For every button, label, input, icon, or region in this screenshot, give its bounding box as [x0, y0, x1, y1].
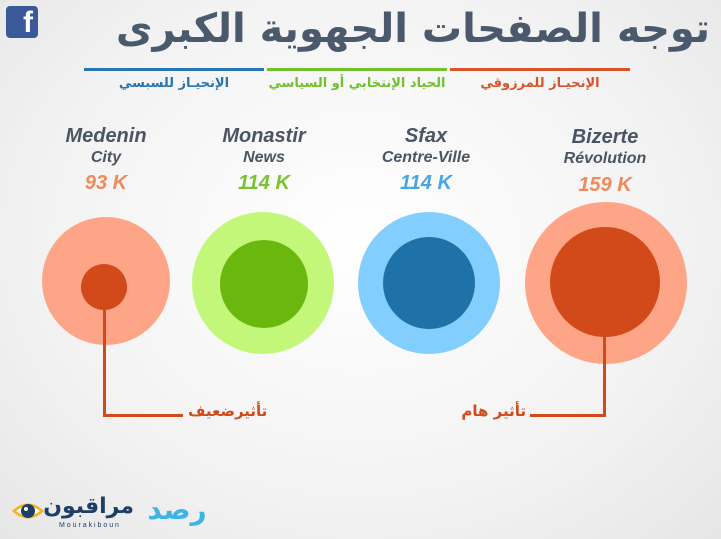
- page-name-line1: Medenin: [65, 125, 147, 147]
- callout-strong-impact: تأثير هام: [461, 402, 526, 420]
- legend-line-neutral: [267, 68, 447, 71]
- mourakiboun-logo-arabic: مراقبون: [43, 494, 134, 519]
- callout-line-weak-horizontal: [103, 414, 183, 417]
- facebook-icon: f: [6, 6, 38, 38]
- eye-icon: [12, 503, 44, 519]
- page-name-line1: Bizerte: [571, 126, 639, 148]
- legend-label-neutral: الحياد الإنتخابي أو السياسي: [268, 76, 446, 91]
- page-value-bizerte: 159 K: [578, 174, 632, 196]
- page-name-medenin: Medenin City: [42, 126, 170, 168]
- circle-inner-monastir: [220, 240, 308, 328]
- page-name-sfax: Sfax Centre-Ville: [362, 126, 490, 168]
- rasad-logo: رصد: [147, 493, 207, 526]
- callout-weak-impact: تأثيرضعيف: [188, 402, 268, 420]
- page-title: توجه الصفحات الجهوية الكبرى: [115, 6, 710, 52]
- legend-label-sebsi: الإنحيـاز للسبسي: [118, 76, 230, 91]
- legend-line-sebsi: [84, 68, 264, 71]
- page-name-line2: Révolution: [563, 150, 647, 167]
- callout-line-strong-vertical: [603, 282, 606, 417]
- page-name-bizerte: Bizerte Révolution: [540, 127, 670, 169]
- callout-line-strong-horizontal: [530, 414, 606, 417]
- page-value-monastir: 114 K: [238, 172, 290, 194]
- legend-label-marzouki: الإنحيـاز للمرزوقي: [480, 76, 600, 91]
- page-name-line1: Sfax: [404, 125, 448, 147]
- mourakiboun-logo-latin: M o u r a k i b o u n: [59, 522, 119, 529]
- page-name-line2: News: [243, 149, 285, 166]
- page-name-line1: Monastir: [222, 125, 306, 147]
- callout-line-weak-vertical: [103, 287, 106, 417]
- page-name-line2: Centre-Ville: [381, 149, 471, 166]
- page-name-monastir: Monastir News: [200, 126, 328, 168]
- page-value-medenin: 93 K: [84, 172, 128, 194]
- page-name-line2: City: [90, 149, 122, 166]
- legend-line-marzouki: [450, 68, 630, 71]
- page-value-sfax: 114 K: [400, 172, 452, 194]
- circle-inner-sfax: [383, 237, 475, 329]
